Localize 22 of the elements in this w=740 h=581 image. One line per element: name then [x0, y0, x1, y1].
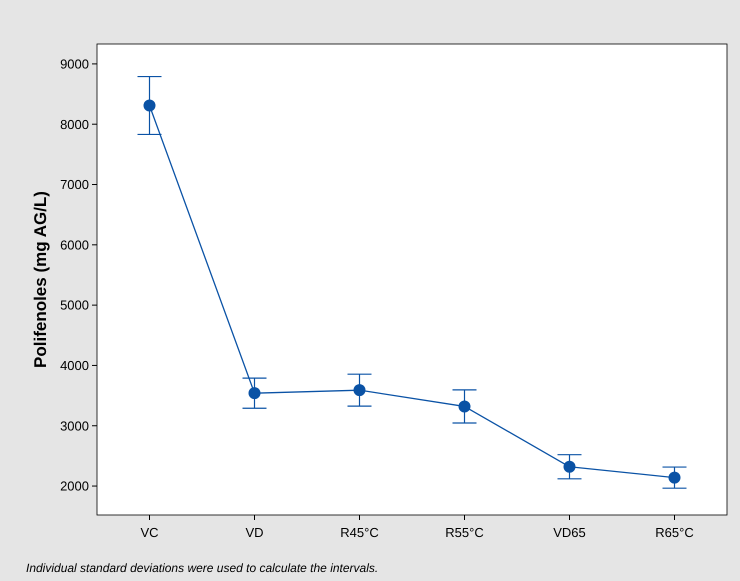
point: [564, 460, 576, 473]
y-tick-label: 6000: [60, 237, 89, 252]
y-tick-label: 8000: [60, 116, 89, 132]
y-tick-label: 7000: [60, 177, 89, 192]
point: [354, 384, 366, 396]
y-tick-label: 5000: [60, 298, 89, 313]
y-axis-title: Polifenoles (mg AG/L): [31, 191, 50, 368]
y-tick-label: 4000: [60, 358, 89, 373]
text: Individual standard deviations were used to calculate the intervals.: [26, 561, 378, 575]
point: [458, 400, 470, 412]
x-tick-label: VD: [245, 525, 264, 540]
x-tick-label: R55°C: [445, 525, 484, 540]
y-tick-label: 3000: [60, 418, 89, 434]
x-tick-label: VC: [140, 525, 159, 540]
x-tick-label: R45°C: [340, 525, 379, 540]
point: [248, 387, 260, 400]
x-tick-label: R65°C: [655, 525, 694, 540]
y-tick-label: 2000: [60, 478, 89, 494]
point: [668, 472, 680, 484]
y-tick-label: 9000: [60, 56, 89, 72]
point: [144, 100, 156, 112]
x-tick-label: VD65: [553, 525, 586, 540]
